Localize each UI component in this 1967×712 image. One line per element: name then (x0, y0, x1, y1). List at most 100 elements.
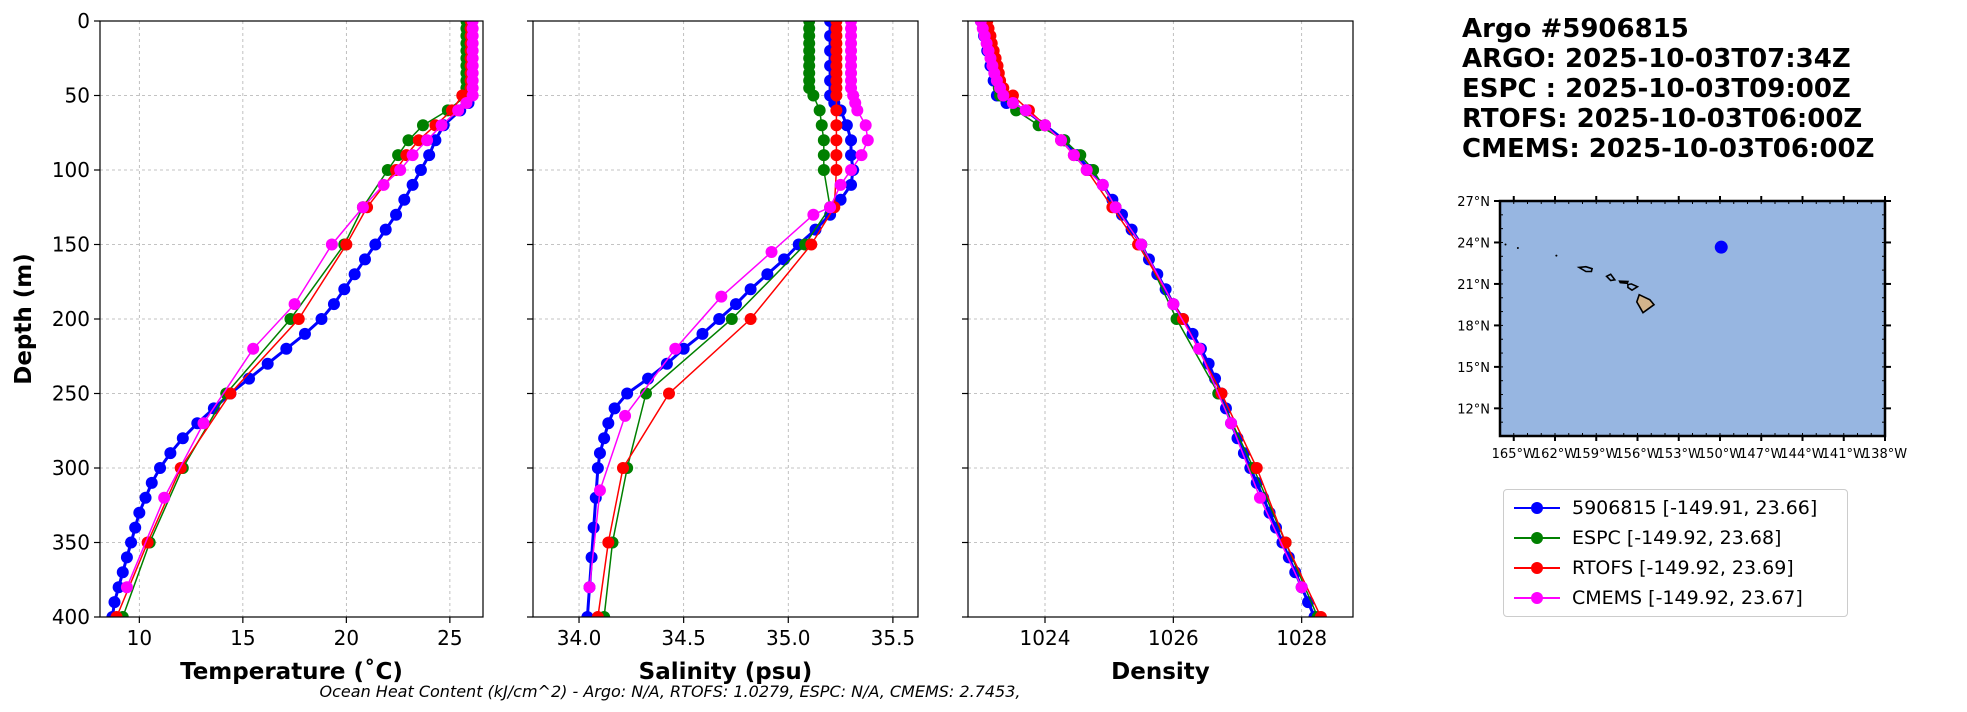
legend-marker-rtofs (1514, 562, 1560, 574)
point-5906815 (369, 238, 382, 251)
point-5906815 (761, 268, 774, 281)
point-cmems (997, 89, 1010, 102)
map-lon-label: 153°W (1657, 447, 1701, 462)
point-cmems (452, 104, 465, 117)
point-5906815 (280, 342, 293, 355)
point-5906815 (338, 283, 351, 296)
point-5906815 (621, 387, 634, 400)
point-5906815 (587, 521, 600, 534)
point-5906815 (125, 536, 138, 549)
islet (1555, 254, 1558, 257)
point-rtofs (1314, 611, 1327, 617)
point-espc (725, 313, 738, 325)
point-cmems (1193, 342, 1205, 355)
point-5906815 (145, 476, 158, 489)
point-5906815 (133, 506, 146, 519)
title-float-id: Argo #5906815 (1462, 14, 1689, 44)
series-group (974, 21, 1327, 617)
point-cmems (435, 119, 448, 132)
y-tick-label: 0 (77, 9, 90, 33)
y-tick-label: 100 (52, 158, 90, 182)
point-5906815 (591, 462, 604, 474)
point-espc (817, 134, 830, 147)
point-cmems (120, 581, 133, 594)
title-cmems-time: CMEMS: 2025-10-03T06:00Z (1462, 134, 1875, 164)
point-5906815 (398, 193, 411, 206)
title-argo-time: ARGO: 2025-10-03T07:34Z (1462, 44, 1851, 74)
point-rtofs (830, 149, 843, 162)
point-cmems (619, 409, 632, 422)
point-cmems (1225, 417, 1238, 430)
point-5906815 (261, 357, 274, 370)
location-map: 27°N24°N21°N18°N15°N12°N165°W162°W159°W1… (1457, 195, 1907, 462)
point-cmems (197, 417, 210, 430)
y-tick-label: 400 (52, 605, 90, 629)
point-cmems (765, 245, 778, 258)
point-espc (284, 313, 297, 325)
title-espc-time: ESPC : 2025-10-03T09:00Z (1462, 74, 1851, 104)
point-cmems (356, 201, 369, 214)
point-5906815 (390, 208, 403, 221)
point-cmems (851, 104, 864, 117)
title-rtofs-time: RTOFS: 2025-10-03T06:00Z (1462, 104, 1863, 134)
title-block: Argo #5906815 ARGO: 2025-10-03T07:34Z ES… (1462, 14, 1874, 164)
panel-salinity: 34.0 34.5 35.0 35.5 Salinity (psu) (527, 20, 919, 685)
point-5906815 (713, 313, 726, 325)
point-cmems (394, 164, 407, 176)
x-tick-label: 1026 (1148, 626, 1199, 650)
point-cmems (715, 290, 728, 303)
legend-label-rtofs: RTOFS [-149.92, 23.69] (1572, 557, 1794, 579)
point-cmems (855, 149, 868, 162)
point-cmems (669, 342, 682, 355)
point-cmems (325, 238, 338, 251)
map-lat-label: 24°N (1457, 236, 1490, 251)
map-lat-label: 18°N (1457, 319, 1490, 334)
point-5906815 (112, 581, 125, 594)
point-cmems (1109, 201, 1122, 214)
point-cmems (593, 484, 606, 497)
point-rtofs (663, 387, 676, 400)
point-cmems (845, 164, 858, 176)
point-espc (416, 119, 429, 132)
point-5906815 (840, 119, 853, 132)
point-cmems (1055, 134, 1068, 147)
point-espc (402, 134, 415, 147)
point-espc (815, 119, 828, 132)
point-5906815 (176, 432, 189, 445)
island (1627, 283, 1640, 292)
legend-label-cmems: CMEMS [-149.92, 23.67] (1572, 587, 1803, 609)
point-5906815 (423, 149, 436, 162)
point-rtofs (412, 134, 425, 147)
map-lat-label: 27°N (1457, 195, 1490, 210)
point-rtofs (1215, 387, 1228, 400)
point-5906815 (327, 298, 340, 311)
map-lon-label: 150°W (1698, 447, 1742, 462)
point-rtofs (805, 238, 818, 251)
map-lat-label: 21°N (1457, 278, 1490, 293)
point-rtofs (602, 536, 615, 549)
panel-density: 1024 1026 1028 Density (962, 20, 1354, 685)
point-espc (807, 89, 820, 102)
map-lon-label: 159°W (1574, 447, 1618, 462)
map-lat-label: 15°N (1457, 361, 1490, 376)
point-rtofs (830, 104, 843, 117)
island (1618, 280, 1630, 285)
legend-label-argo: 5906815 [-149.91, 23.66] (1572, 497, 1818, 519)
point-5906815 (358, 253, 371, 266)
ohc-caption: Ocean Heat Content (kJ/cm^2) - Argo: N/A… (319, 682, 1021, 701)
point-cmems (824, 201, 837, 214)
map-lon-label: 147°W (1739, 447, 1783, 462)
point-cmems (583, 581, 596, 594)
point-cmems (859, 119, 872, 132)
point-5906815 (729, 298, 742, 311)
x-axis-label: Density (1111, 659, 1210, 685)
map-lat-label: 12°N (1457, 402, 1490, 417)
island (1605, 273, 1617, 282)
point-cmems (1067, 149, 1080, 162)
y-tick-label: 200 (52, 307, 90, 331)
y-tick-label: 250 (52, 382, 90, 406)
point-cmems (861, 134, 874, 147)
panel-temperature: 10 15 20 25050100150200250300350400Temperat… (11, 9, 484, 685)
y-tick-label: 50 (65, 84, 90, 108)
legend-label-espc: ESPC [-149.92, 23.68] (1572, 527, 1782, 549)
